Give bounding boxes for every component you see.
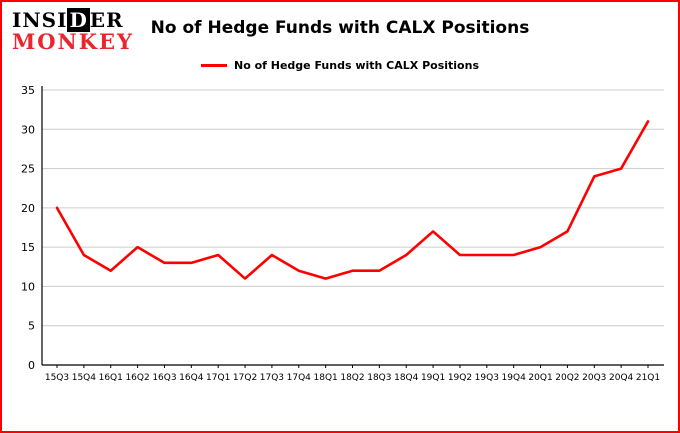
logo-word-monkey: MONKEY xyxy=(12,29,134,54)
y-tick-label: 5 xyxy=(28,320,35,333)
x-tick-label: 18Q4 xyxy=(394,373,419,383)
y-tick-label: 10 xyxy=(21,280,35,293)
x-tick-label: 19Q4 xyxy=(502,373,527,383)
x-tick-label: 17Q4 xyxy=(287,373,312,383)
x-tick-label: 16Q2 xyxy=(125,373,149,383)
legend-label: No of Hedge Funds with CALX Positions xyxy=(233,59,479,72)
x-tick-label: 18Q2 xyxy=(340,373,364,383)
insider-monkey-logo: INSI D ER MONKEY xyxy=(12,8,134,54)
x-tick-label: 18Q1 xyxy=(314,373,338,383)
x-tick-label: 18Q3 xyxy=(367,373,391,383)
x-tick-label: 20Q1 xyxy=(528,373,552,383)
logo-insider-pre: INSI xyxy=(12,8,68,32)
y-tick-label: 35 xyxy=(21,84,35,97)
logo-insider-post: ER xyxy=(89,8,124,32)
chart-title: No of Hedge Funds with CALX Positions xyxy=(150,18,530,38)
x-tick-label: 20Q2 xyxy=(555,373,579,383)
legend: No of Hedge Funds with CALX Positions xyxy=(2,59,678,72)
logo-word-insider: INSI D ER xyxy=(12,8,134,32)
legend-line-swatch xyxy=(200,64,227,67)
x-tick-label: 17Q2 xyxy=(233,373,257,383)
x-tick-label: 16Q4 xyxy=(179,373,204,383)
x-tick-label: 19Q3 xyxy=(475,373,499,383)
x-tick-label: 15Q4 xyxy=(72,373,97,383)
y-tick-label: 25 xyxy=(21,163,35,176)
x-tick-label: 16Q3 xyxy=(152,373,176,383)
x-tick-label: 20Q3 xyxy=(582,373,606,383)
x-tick-label: 19Q2 xyxy=(448,373,472,383)
data-line xyxy=(55,120,650,280)
y-tick-label: 30 xyxy=(21,123,35,136)
x-tick-label: 17Q3 xyxy=(260,373,284,383)
x-tick-label: 16Q1 xyxy=(99,373,123,383)
x-tick-label: 17Q1 xyxy=(206,373,230,383)
y-tick-label: 15 xyxy=(21,241,35,254)
x-tick-label: 20Q4 xyxy=(609,373,634,383)
x-tick-label: 21Q1 xyxy=(636,373,660,383)
x-tick-label: 19Q1 xyxy=(421,373,445,383)
x-tick-label: 15Q3 xyxy=(45,373,69,383)
logo-boxed-letter: D xyxy=(67,8,90,32)
y-tick-label: 0 xyxy=(28,359,35,372)
y-tick-label: 20 xyxy=(21,202,35,215)
